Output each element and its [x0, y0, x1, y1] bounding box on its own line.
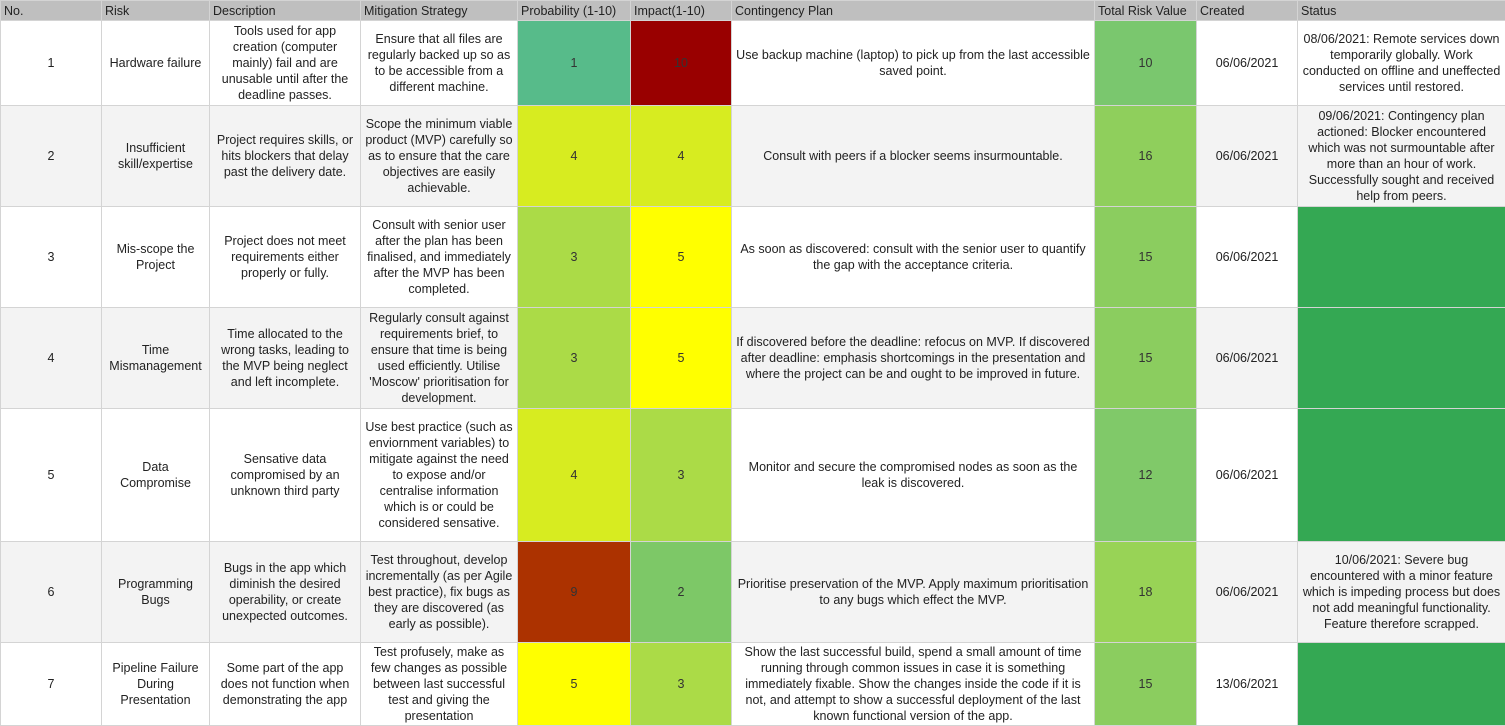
cell-contingency[interactable]: Consult with peers if a blocker seems in… [732, 106, 1095, 207]
cell-status[interactable]: 10/06/2021: Severe bug encountered with … [1298, 542, 1505, 643]
cell-description[interactable]: Time allocated to the wrong tasks, leadi… [210, 308, 361, 409]
cell-probability[interactable]: 3 [518, 308, 631, 409]
cell-risk[interactable]: Time Mismanagement [102, 308, 210, 409]
header-row: No. Risk Description Mitigation Strategy… [1, 1, 1505, 21]
cell-contingency[interactable]: Prioritise preservation of the MVP. Appl… [732, 542, 1095, 643]
cell-mitigation[interactable]: Scope the minimum viable product (MVP) c… [361, 106, 518, 207]
cell-status[interactable] [1298, 409, 1505, 542]
cell-no[interactable]: 1 [1, 21, 102, 106]
cell-description[interactable]: Bugs in the app which diminish the desir… [210, 542, 361, 643]
cell-contingency[interactable]: If discovered before the deadline: refoc… [732, 308, 1095, 409]
cell-probability[interactable]: 4 [518, 106, 631, 207]
table-row: 7 Pipeline Failure During Presentation S… [1, 643, 1505, 726]
header-contingency-plan[interactable]: Contingency Plan [732, 1, 1095, 21]
cell-total-risk[interactable]: 15 [1095, 643, 1197, 726]
cell-total-risk[interactable]: 15 [1095, 308, 1197, 409]
header-no[interactable]: No. [1, 1, 102, 21]
cell-status[interactable] [1298, 643, 1505, 726]
cell-total-risk[interactable]: 15 [1095, 207, 1197, 308]
table-row: 4 Time Mismanagement Time allocated to t… [1, 308, 1505, 409]
cell-created[interactable]: 06/06/2021 [1197, 207, 1298, 308]
table-row: 6 Programming Bugs Bugs in the app which… [1, 542, 1505, 643]
cell-probability[interactable]: 4 [518, 409, 631, 542]
header-probability[interactable]: Probability (1-10) [518, 1, 631, 21]
table-row: 3 Mis-scope the Project Project does not… [1, 207, 1505, 308]
table-row: 5 Data Compromise Sensative data comprom… [1, 409, 1505, 542]
cell-probability[interactable]: 9 [518, 542, 631, 643]
table-row: 2 Insufficient skill/expertise Project r… [1, 106, 1505, 207]
cell-risk[interactable]: Mis-scope the Project [102, 207, 210, 308]
cell-risk[interactable]: Data Compromise [102, 409, 210, 542]
header-created[interactable]: Created [1197, 1, 1298, 21]
cell-created[interactable]: 13/06/2021 [1197, 643, 1298, 726]
cell-created[interactable]: 06/06/2021 [1197, 21, 1298, 106]
cell-no[interactable]: 5 [1, 409, 102, 542]
cell-no[interactable]: 6 [1, 542, 102, 643]
cell-risk[interactable]: Insufficient skill/expertise [102, 106, 210, 207]
cell-created[interactable]: 06/06/2021 [1197, 542, 1298, 643]
cell-contingency[interactable]: As soon as discovered: consult with the … [732, 207, 1095, 308]
header-status[interactable]: Status [1298, 1, 1505, 21]
cell-created[interactable]: 06/06/2021 [1197, 106, 1298, 207]
cell-description[interactable]: Project requires skills, or hits blocker… [210, 106, 361, 207]
cell-no[interactable]: 2 [1, 106, 102, 207]
cell-no[interactable]: 3 [1, 207, 102, 308]
cell-status[interactable] [1298, 308, 1505, 409]
header-total-risk-value[interactable]: Total Risk Value [1095, 1, 1197, 21]
cell-no[interactable]: 7 [1, 643, 102, 726]
cell-impact[interactable]: 5 [631, 207, 732, 308]
cell-impact[interactable]: 5 [631, 308, 732, 409]
cell-no[interactable]: 4 [1, 308, 102, 409]
cell-description[interactable]: Project does not meet requirements eithe… [210, 207, 361, 308]
cell-total-risk[interactable]: 16 [1095, 106, 1197, 207]
cell-risk[interactable]: Programming Bugs [102, 542, 210, 643]
cell-impact[interactable]: 4 [631, 106, 732, 207]
header-mitigation-strategy[interactable]: Mitigation Strategy [361, 1, 518, 21]
cell-mitigation[interactable]: Ensure that all files are regularly back… [361, 21, 518, 106]
cell-probability[interactable]: 3 [518, 207, 631, 308]
cell-status[interactable] [1298, 207, 1505, 308]
cell-contingency[interactable]: Show the last successful build, spend a … [732, 643, 1095, 726]
cell-mitigation[interactable]: Test throughout, develop incrementally (… [361, 542, 518, 643]
cell-risk[interactable]: Pipeline Failure During Presentation [102, 643, 210, 726]
cell-impact[interactable]: 10 [631, 21, 732, 106]
cell-mitigation[interactable]: Test profusely, make as few changes as p… [361, 643, 518, 726]
header-impact[interactable]: Impact(1-10) [631, 1, 732, 21]
cell-mitigation[interactable]: Regularly consult against requirements b… [361, 308, 518, 409]
cell-status[interactable]: 08/06/2021: Remote services down tempora… [1298, 21, 1505, 106]
cell-mitigation[interactable]: Use best practice (such as enviornment v… [361, 409, 518, 542]
cell-status[interactable]: 09/06/2021: Contingency plan actioned: B… [1298, 106, 1505, 207]
cell-impact[interactable]: 2 [631, 542, 732, 643]
cell-contingency[interactable]: Monitor and secure the compromised nodes… [732, 409, 1095, 542]
cell-description[interactable]: Tools used for app creation (computer ma… [210, 21, 361, 106]
cell-mitigation[interactable]: Consult with senior user after the plan … [361, 207, 518, 308]
cell-total-risk[interactable]: 18 [1095, 542, 1197, 643]
cell-description[interactable]: Sensative data compromised by an unknown… [210, 409, 361, 542]
header-description[interactable]: Description [210, 1, 361, 21]
cell-created[interactable]: 06/06/2021 [1197, 308, 1298, 409]
cell-description[interactable]: Some part of the app does not function w… [210, 643, 361, 726]
cell-impact[interactable]: 3 [631, 643, 732, 726]
cell-total-risk[interactable]: 10 [1095, 21, 1197, 106]
header-risk[interactable]: Risk [102, 1, 210, 21]
cell-contingency[interactable]: Use backup machine (laptop) to pick up f… [732, 21, 1095, 106]
cell-impact[interactable]: 3 [631, 409, 732, 542]
cell-created[interactable]: 06/06/2021 [1197, 409, 1298, 542]
cell-probability[interactable]: 1 [518, 21, 631, 106]
cell-probability[interactable]: 5 [518, 643, 631, 726]
table-row: 1 Hardware failure Tools used for app cr… [1, 21, 1505, 106]
cell-risk[interactable]: Hardware failure [102, 21, 210, 106]
cell-total-risk[interactable]: 12 [1095, 409, 1197, 542]
